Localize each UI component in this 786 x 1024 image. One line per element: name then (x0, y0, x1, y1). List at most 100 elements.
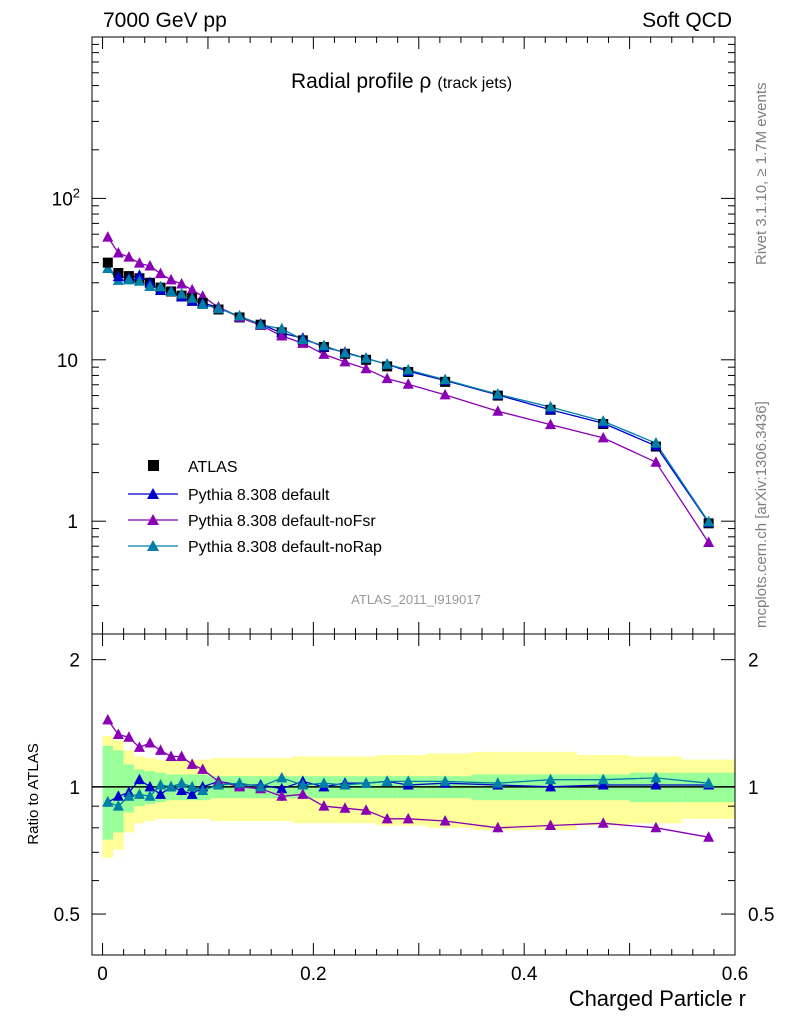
uncertainty-bands (102, 735, 735, 858)
point-noFsr (597, 431, 609, 443)
ratio-point-noRap (255, 780, 267, 792)
ratio-point-noFsr (102, 713, 114, 725)
point-noFsr (360, 362, 372, 374)
ratio-point-noRap (155, 779, 167, 790)
ratio-point-noFsr (276, 790, 288, 801)
axis-ticks: 0 0.2 0.4 0.6 1 10 102 0.5 0.5 1 1 2 2 (52, 37, 774, 985)
ratio-point-noRap (703, 777, 715, 788)
plot-title: Radial profile ρ (track jets) (291, 70, 512, 93)
ratio-point-noFsr (360, 804, 372, 815)
ratio-point-noFsr (186, 758, 198, 769)
ratio-y-tick-label-right: 1 (748, 778, 759, 799)
ratio-point-default (650, 779, 662, 790)
legend: ATLAS Pythia 8.308 default Pythia 8.308 … (128, 459, 382, 556)
ratio-point-noFsr (318, 800, 330, 811)
point-overlay-noRap (381, 358, 393, 369)
ratio-point-noRap (234, 777, 246, 788)
point-overlay-noRap (165, 285, 177, 296)
ratio-point-default (186, 788, 198, 799)
point-noFsr (176, 277, 188, 289)
y-tick-label: 1 (67, 512, 78, 533)
ratio-point-noFsr (123, 731, 135, 742)
ratio-point-noFsr (197, 763, 209, 774)
ratio-point-noRap (186, 780, 198, 792)
ratio-point-noRap (402, 775, 414, 786)
point-noFsr (703, 536, 715, 548)
y-tick-label: 10 (57, 351, 78, 372)
point-noFsr (650, 456, 662, 467)
point-overlay-noRap (439, 373, 451, 385)
point-noFsr (186, 283, 198, 295)
ratio-point-default (112, 790, 124, 801)
ratio-y-tick-label-left: 0.5 (54, 905, 80, 926)
ratio-point-noRap (545, 773, 557, 785)
y-tick-label: 102 (52, 185, 80, 210)
ratio-point-noFsr (402, 812, 414, 824)
point-noFsr (102, 231, 114, 242)
point-overlay-default (133, 269, 145, 281)
x-tick-label: 0.4 (511, 964, 538, 985)
ratio-y-tick-label-left: 2 (69, 651, 80, 672)
ratio-y-tick-label-right: 2 (748, 651, 759, 672)
point-noFsr (112, 247, 124, 258)
ratio-point-noRap (112, 800, 124, 811)
point-noFsr (439, 388, 451, 400)
point-noFsr (545, 418, 557, 430)
band-stat (134, 769, 145, 807)
point-overlay-noRap (339, 347, 351, 358)
legend-label-default: Pythia 8.308 default (188, 487, 330, 504)
ratio-panel-frame (91, 633, 736, 956)
ratio-point-noFsr (144, 736, 156, 748)
point-overlay-noRap (276, 322, 288, 334)
ratio-point-noRap (176, 777, 188, 788)
point-overlay-noRap (133, 275, 145, 286)
header-left: 7000 GeV pp (103, 9, 227, 32)
ratio-point-default (133, 773, 145, 785)
legend-marker-atlas (148, 460, 159, 471)
point-noFsr (339, 355, 351, 367)
ratio-point-noFsr (650, 821, 662, 833)
ratio-point-noRap (439, 775, 451, 786)
ratio-y-tick-label-right: 0.5 (748, 905, 774, 926)
point-noFsr (492, 405, 504, 416)
ratio-point-default (155, 788, 167, 799)
point-overlay-noRap (155, 280, 167, 292)
ratio-point-noFsr (133, 741, 145, 752)
point-overlay-noRap (123, 273, 135, 285)
legend-marker-norap (147, 540, 159, 551)
ratio-point-noFsr (492, 821, 504, 833)
x-tick-label: 0.6 (722, 964, 748, 985)
point-overlay-noRap (402, 363, 414, 375)
ratio-point-noRap (102, 796, 114, 807)
ratio-point-noRap (381, 775, 393, 786)
legend-marker-nofsr (147, 514, 159, 525)
x-tick-label: 0.2 (300, 964, 326, 985)
point-noFsr (123, 251, 135, 262)
ratio-point-default (545, 780, 557, 792)
legend-marker-default (147, 488, 159, 499)
point-overlay-noRap (197, 298, 209, 309)
point-overlay-default (112, 270, 124, 282)
ratio-point-noRap (597, 773, 609, 785)
ratio-point-noFsr (297, 788, 309, 799)
point-noFsr (144, 260, 156, 271)
point-overlay-noRap (318, 339, 330, 351)
ratio-point-noFsr (703, 831, 715, 842)
ratio-point-noRap (339, 779, 351, 790)
ratio-point-noFsr (381, 812, 393, 824)
ratio-point-noRap (360, 777, 372, 788)
ratio-point-default (276, 782, 288, 794)
ratio-point-noRap (297, 779, 309, 790)
ratio-point-noRap (197, 784, 209, 796)
ratio-point-noFsr (112, 728, 124, 740)
point-noFsr (133, 257, 145, 268)
ratio-point-noRap (650, 771, 662, 783)
point-noFsr (318, 348, 330, 359)
data-point-atlas (102, 257, 113, 268)
mcplots-label: mcplots.cern.ch [arXiv:1306.3436] (753, 401, 770, 628)
point-overlay-noRap (212, 302, 224, 314)
data-marks (92, 231, 735, 842)
point-overlay-noRap (545, 401, 557, 412)
point-overlay-noRap (650, 437, 662, 448)
x-axis-label: Charged Particle r (569, 986, 746, 1011)
